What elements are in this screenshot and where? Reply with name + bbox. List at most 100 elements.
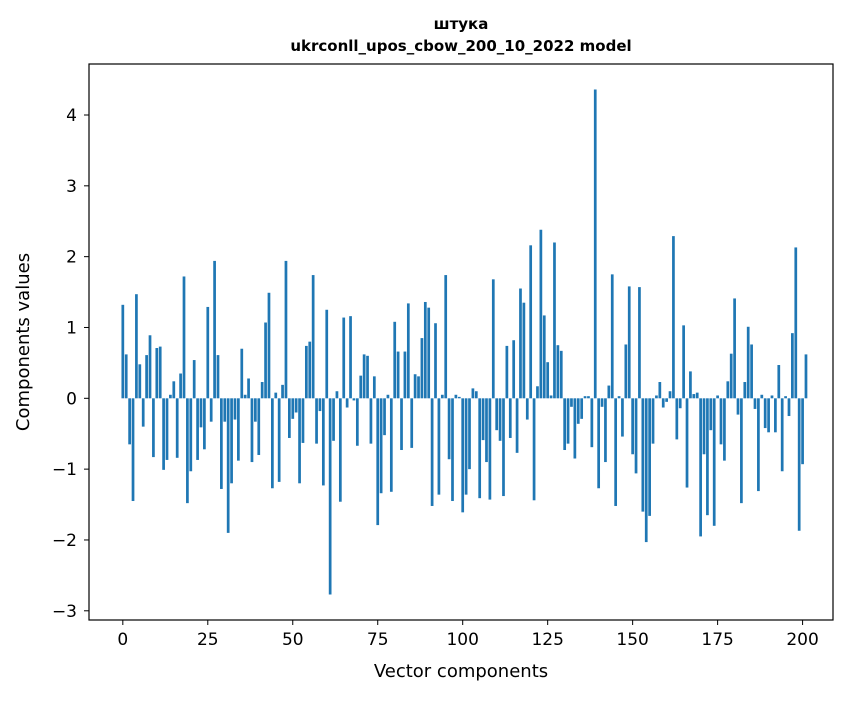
bar — [702, 398, 706, 455]
bar — [474, 391, 478, 399]
bar — [264, 322, 267, 399]
x-tick-label: 125 — [531, 630, 563, 650]
bar — [553, 242, 556, 399]
bar — [427, 307, 431, 399]
bar — [539, 229, 543, 399]
bar — [559, 350, 563, 399]
bar — [661, 398, 665, 408]
y-tick-label: −3 — [52, 602, 77, 622]
bar — [505, 345, 509, 399]
bar — [294, 398, 298, 413]
bar — [417, 376, 420, 399]
y-tick-label: 2 — [66, 248, 77, 268]
bar — [658, 382, 662, 399]
x-axis-ticks: 0 25 50 75 100 125 150 175 200 — [117, 620, 819, 650]
bar — [471, 388, 475, 399]
bar — [386, 394, 390, 399]
bar — [138, 364, 142, 399]
x-tick-label: 75 — [367, 630, 389, 650]
bar — [784, 396, 787, 399]
bar — [597, 398, 601, 489]
bar — [614, 398, 618, 506]
bar — [328, 398, 332, 595]
bar — [716, 395, 719, 399]
bar — [638, 287, 641, 399]
bar — [172, 381, 176, 399]
bar — [237, 398, 240, 461]
bar — [736, 398, 740, 415]
bar — [284, 260, 288, 399]
bar — [519, 288, 522, 399]
bar — [733, 298, 736, 399]
bar — [182, 276, 186, 399]
bar — [726, 381, 730, 399]
bar — [689, 371, 692, 399]
y-axis-ticks: −3 −2 −1 0 1 2 3 4 — [52, 106, 89, 622]
bar — [695, 392, 699, 399]
bar — [321, 398, 325, 486]
bar — [444, 275, 448, 399]
x-tick-label: 150 — [616, 630, 648, 650]
bar — [512, 340, 516, 399]
bar — [271, 398, 274, 489]
bar — [145, 355, 148, 399]
bar — [488, 398, 492, 500]
bar — [383, 398, 386, 436]
bar — [308, 341, 312, 399]
bar — [481, 398, 485, 441]
bar — [634, 398, 638, 474]
y-tick-label: 1 — [66, 318, 77, 338]
bar — [332, 398, 335, 441]
bar — [617, 396, 621, 399]
bar — [644, 398, 648, 543]
chart-title-line-2: ukrconll_upos_cbow_200_10_2022 model — [290, 37, 631, 55]
bar — [423, 301, 427, 399]
bar — [304, 345, 308, 399]
bar — [376, 398, 380, 526]
bar — [780, 398, 784, 472]
bar — [651, 398, 655, 444]
bar — [413, 374, 417, 399]
bar — [372, 376, 376, 399]
bar — [563, 398, 567, 451]
bar — [379, 398, 383, 494]
bar — [434, 323, 437, 399]
bar — [468, 398, 471, 470]
bar — [753, 398, 757, 409]
x-tick-label: 25 — [197, 630, 219, 650]
bar — [546, 362, 550, 399]
bar — [220, 398, 223, 489]
bar — [576, 398, 580, 424]
y-axis-label: Components values — [13, 253, 34, 431]
bar — [668, 391, 672, 399]
bar — [281, 384, 284, 399]
bar — [478, 398, 482, 499]
bar — [430, 398, 434, 506]
x-tick-label: 100 — [446, 630, 478, 650]
bar — [254, 398, 257, 422]
bar — [206, 306, 210, 399]
bar — [767, 398, 770, 433]
bar — [454, 394, 458, 399]
bar — [740, 398, 743, 504]
y-tick-label: −1 — [52, 460, 77, 480]
bar — [672, 236, 675, 399]
bar — [532, 398, 536, 501]
bar — [131, 398, 135, 502]
bar — [600, 398, 604, 407]
bar — [152, 398, 155, 458]
bar — [556, 345, 560, 399]
y-tick-label: 4 — [66, 106, 77, 126]
bar — [712, 398, 716, 526]
bar — [260, 382, 264, 399]
bar — [709, 398, 713, 431]
bar — [485, 398, 488, 463]
bar — [124, 354, 128, 399]
bar — [209, 398, 213, 422]
bar — [298, 398, 301, 484]
bar — [403, 351, 407, 399]
bar — [573, 398, 577, 459]
bar — [723, 398, 726, 461]
bar — [369, 398, 373, 444]
